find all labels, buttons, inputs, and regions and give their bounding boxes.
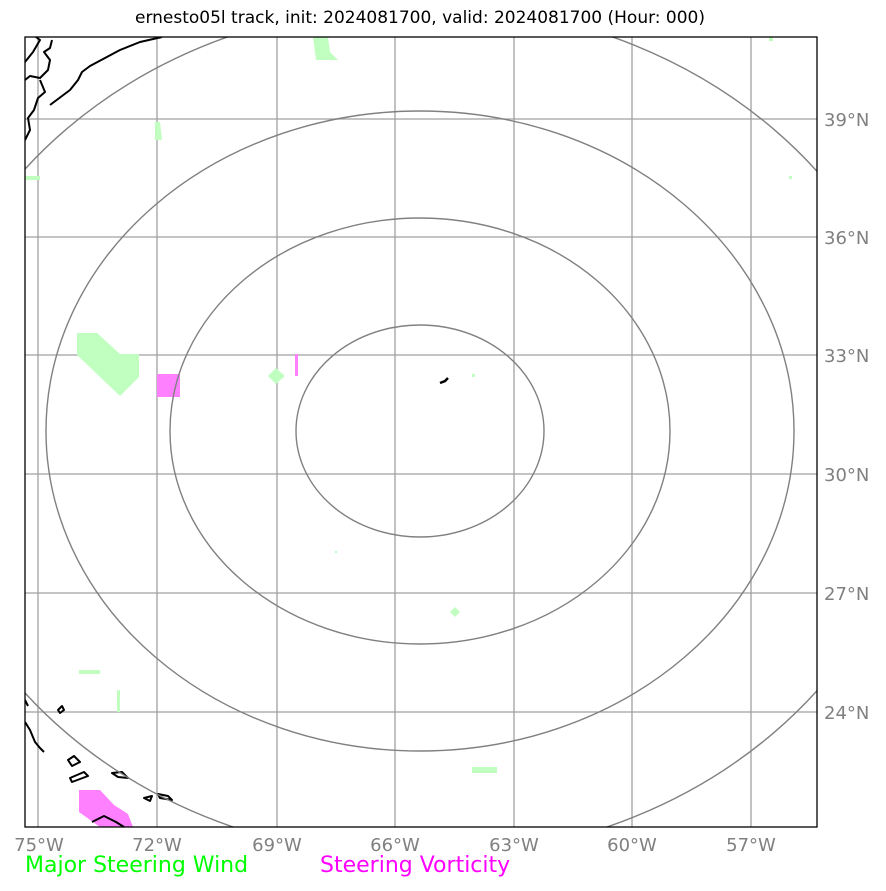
lon-label: 60°W <box>607 835 657 856</box>
lon-label: 66°W <box>370 835 420 856</box>
lon-label: 63°W <box>489 835 539 856</box>
lat-label: 39°N <box>824 110 869 131</box>
wind-patch <box>268 368 285 384</box>
map-plot-area <box>25 37 817 827</box>
lon-label: 57°W <box>726 835 776 856</box>
legend-steering-wind: Major Steering Wind <box>25 853 249 878</box>
lon-label: 72°W <box>132 835 182 856</box>
wind-patch <box>313 37 338 60</box>
wind-patch <box>472 767 497 773</box>
wind-patch <box>79 670 100 674</box>
map-frame <box>24 36 818 828</box>
vorticity-patch <box>79 790 133 827</box>
lon-label: 75°W <box>14 835 64 856</box>
lat-label: 24°N <box>824 703 869 724</box>
lat-label: 36°N <box>824 228 869 249</box>
steering-wind-patches <box>25 37 792 773</box>
storm-track <box>439 377 449 385</box>
vorticity-patch <box>295 354 298 376</box>
range-ring-3 <box>45 110 795 752</box>
wind-patch <box>25 176 40 180</box>
lon-label: 69°W <box>252 835 302 856</box>
range-ring-1 <box>295 324 545 538</box>
coastline-island <box>57 705 65 714</box>
wind-patch <box>117 690 120 712</box>
lat-label: 27°N <box>824 584 869 605</box>
longitude-labels: 75°W 72°W 69°W 66°W 63°W 60°W 57°W <box>14 835 776 856</box>
wind-patch <box>769 37 773 41</box>
wind-patch <box>789 176 792 179</box>
wind-patch <box>335 551 337 553</box>
legend-steering-vorticity: Steering Vorticity <box>320 853 511 878</box>
latitude-labels: 39°N 36°N 33°N 30°N 27°N 24°N <box>824 110 869 724</box>
coastline-island <box>91 815 125 827</box>
wind-patch <box>155 122 162 140</box>
wind-patch <box>77 333 139 396</box>
vorticity-patch <box>157 374 180 397</box>
coastline-us-south <box>25 699 45 753</box>
gridlines <box>25 37 817 827</box>
range-rings <box>25 37 817 827</box>
coastline-us-northeast <box>25 37 163 141</box>
coastlines <box>25 37 173 827</box>
coastline-island <box>143 793 173 802</box>
range-ring-2 <box>169 217 671 645</box>
lat-label: 30°N <box>824 465 869 486</box>
coastline-island <box>67 755 89 783</box>
lat-label: 33°N <box>824 346 869 367</box>
wind-patch <box>450 607 460 617</box>
map-title: ernesto05l track, init: 2024081700, vali… <box>134 8 706 28</box>
range-ring-4 <box>25 37 817 827</box>
wind-patch <box>472 374 475 377</box>
steering-vorticity-patches <box>79 354 298 827</box>
